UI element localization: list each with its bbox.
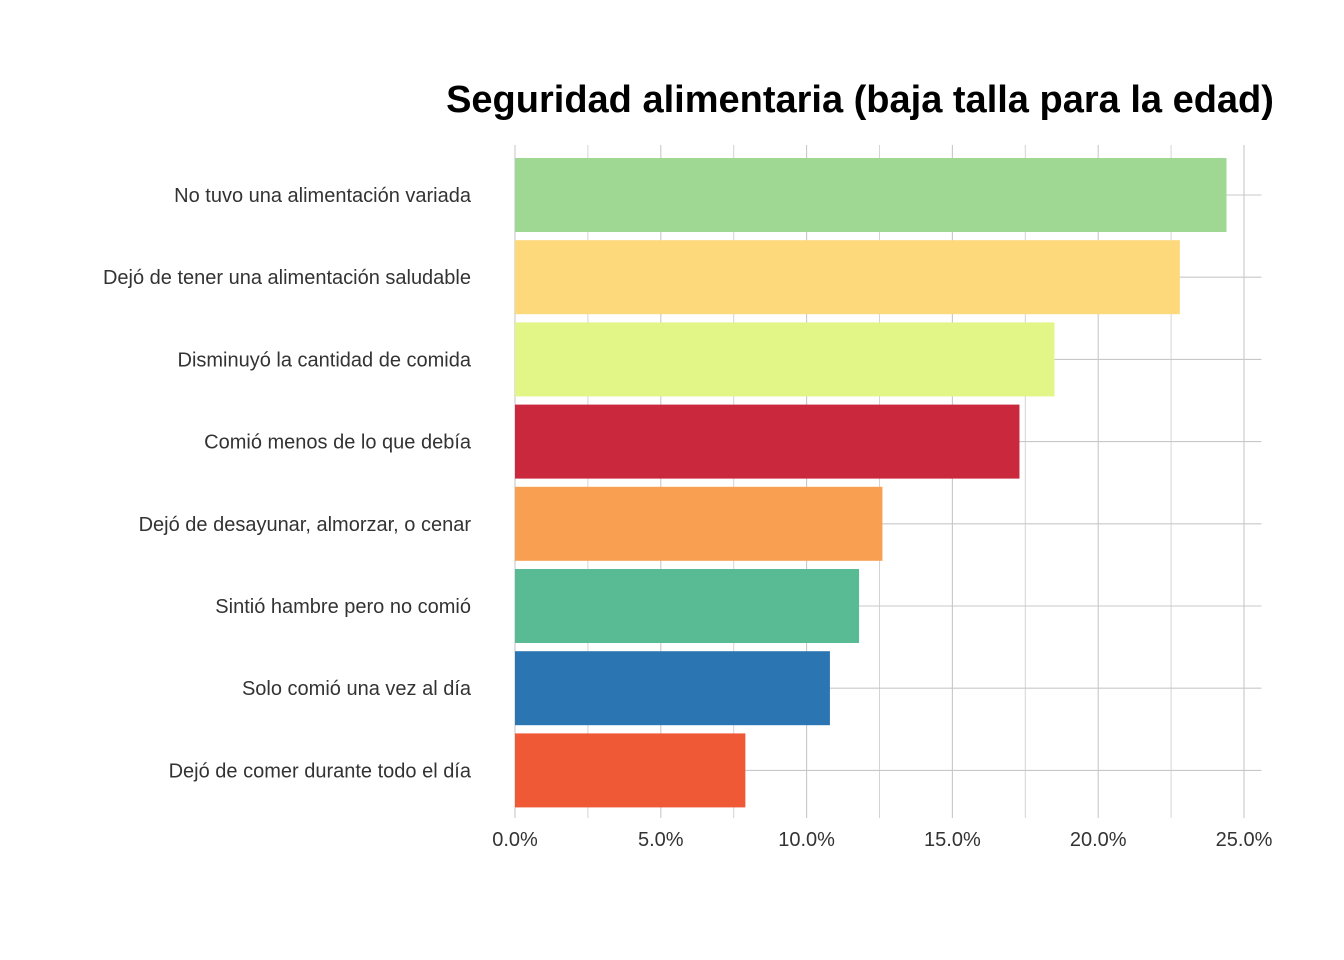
x-tick-label: 10.0% (778, 829, 835, 851)
bar (515, 158, 1227, 232)
category-label: Dejó de comer durante todo el día (169, 760, 472, 782)
bar (515, 404, 1020, 479)
bars (515, 158, 1227, 808)
x-tick-label: 25.0% (1216, 829, 1273, 851)
category-label: No tuvo una alimentación variada (174, 185, 472, 207)
bar (515, 569, 860, 643)
category-label: Dejó de desayunar, almorzar, o cenar (139, 514, 472, 536)
x-tick-label: 5.0% (638, 829, 684, 851)
bar (515, 486, 883, 561)
x-tick-label: 15.0% (924, 829, 981, 851)
chart-title: Seguridad alimentaria (baja talla para l… (446, 79, 1274, 121)
category-labels: No tuvo una alimentación variada Dejó de … (103, 185, 472, 782)
category-label: Dejó de tener una alimentación saludable (103, 267, 471, 289)
bar (515, 651, 830, 726)
x-axis-tick-labels: 0.0% 5.0% 10.0% 15.0% 20.0% 25.0% (492, 829, 1272, 851)
bar (515, 733, 746, 808)
category-label: Disminuyó la cantidad de comida (178, 349, 472, 371)
category-label: Comió menos de lo que debía (204, 432, 472, 454)
category-label: Sintió hambre pero no comió (215, 596, 471, 618)
bar (515, 240, 1180, 315)
bar (515, 322, 1055, 397)
x-tick-label: 20.0% (1070, 829, 1127, 851)
x-tick-label: 0.0% (492, 829, 538, 851)
category-label: Solo comió una vez al día (242, 678, 472, 700)
